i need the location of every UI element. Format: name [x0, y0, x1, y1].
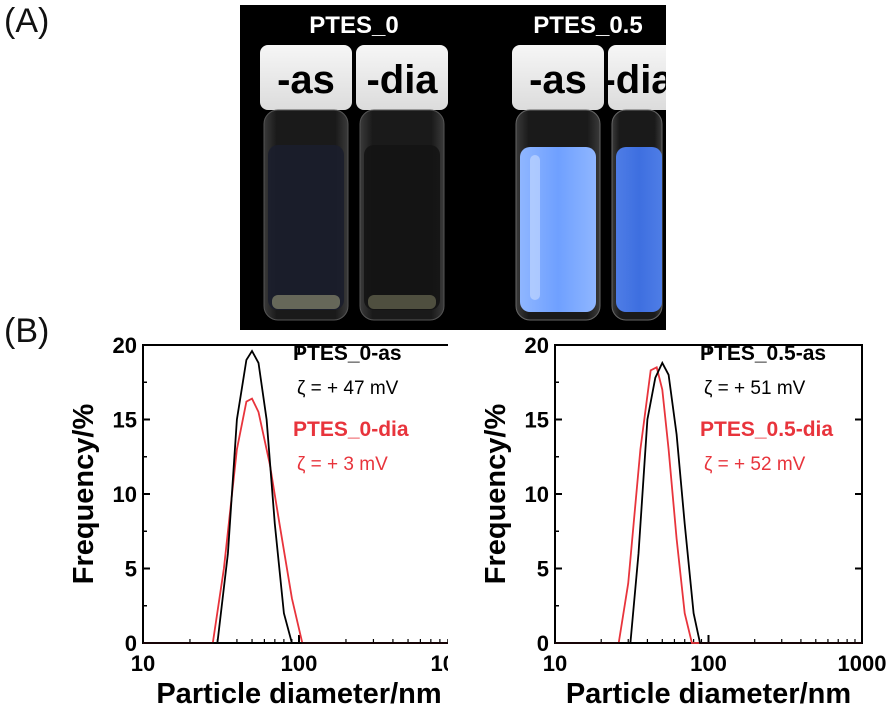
group-right-title: PTES_0.5: [533, 12, 642, 39]
vial-ptes05-dia-liquid: [616, 147, 662, 312]
vial-label-3: -as: [529, 58, 587, 102]
vials-photo: PTES_0 PTES_0.5 -as -dia -as -dia: [240, 5, 666, 330]
y-tick-label: 0: [537, 631, 549, 656]
series-line-PTES_0.5-dia: [555, 365, 862, 644]
legend-series-name: PTES_0.5-dia: [700, 418, 833, 441]
x-axis-label: Particle diameter/nm: [566, 678, 851, 710]
y-tick-label: 0: [125, 631, 137, 656]
y-tick-label: 15: [113, 408, 137, 433]
y-tick-label: 20: [525, 333, 549, 358]
y-axis-label: Frequency/%: [68, 404, 100, 585]
y-axis-label: Frequency/%: [480, 404, 512, 585]
plot-frame: [142, 344, 448, 644]
y-tick-label: 5: [537, 557, 549, 582]
group-left-title: PTES_0: [309, 12, 398, 39]
x-tick-label: 10: [543, 651, 567, 676]
y-tick-label: 10: [113, 482, 137, 507]
legend-series-name: PTES_0-dia: [293, 418, 409, 441]
y-tick-label: 20: [113, 333, 137, 358]
x-tick-label: 100: [690, 651, 727, 676]
panel-b-label: (B): [4, 312, 50, 350]
x-tick-label: 1000: [838, 651, 887, 676]
vial-ptes0-as: [260, 45, 352, 321]
legend-series-name: PTES_0.5-as: [700, 342, 826, 365]
legend-zeta-annotation: ζ = + 3 mV: [297, 454, 388, 475]
x-tick-label: 10: [131, 651, 155, 676]
y-tick-label: 5: [125, 557, 137, 582]
x-axis-label: Particle diameter/nm: [156, 678, 441, 710]
y-tick-label: 10: [525, 482, 549, 507]
legend-zeta-annotation: ζ = + 52 mV: [704, 454, 806, 475]
vial-label-4: -dia: [602, 58, 666, 102]
x-tick-label: 100: [281, 651, 318, 676]
series-line-PTES_0.5-as: [555, 360, 862, 644]
vial-ptes0-dia: [356, 45, 448, 321]
series-line-PTES_0-as: [143, 349, 448, 644]
series-line-PTES_0-dia: [143, 397, 448, 644]
x-tick-label: 1000: [431, 651, 448, 676]
panel-a-label: (A): [4, 2, 50, 40]
chart-left: 0 5 10 15 20 10 100 1000 Particle diameter/nm Fre…: [68, 333, 448, 710]
legend-zeta-annotation: ζ = + 51 mV: [704, 378, 806, 399]
vial-ptes05-as: [512, 45, 604, 321]
legend-series-name: PTES_0-as: [293, 342, 402, 365]
vial-label-2: -dia: [366, 58, 438, 102]
legend-zeta-annotation: ζ = + 47 mV: [297, 378, 399, 399]
vial-label-1: -as: [277, 58, 335, 102]
y-tick-label: 15: [525, 408, 549, 433]
